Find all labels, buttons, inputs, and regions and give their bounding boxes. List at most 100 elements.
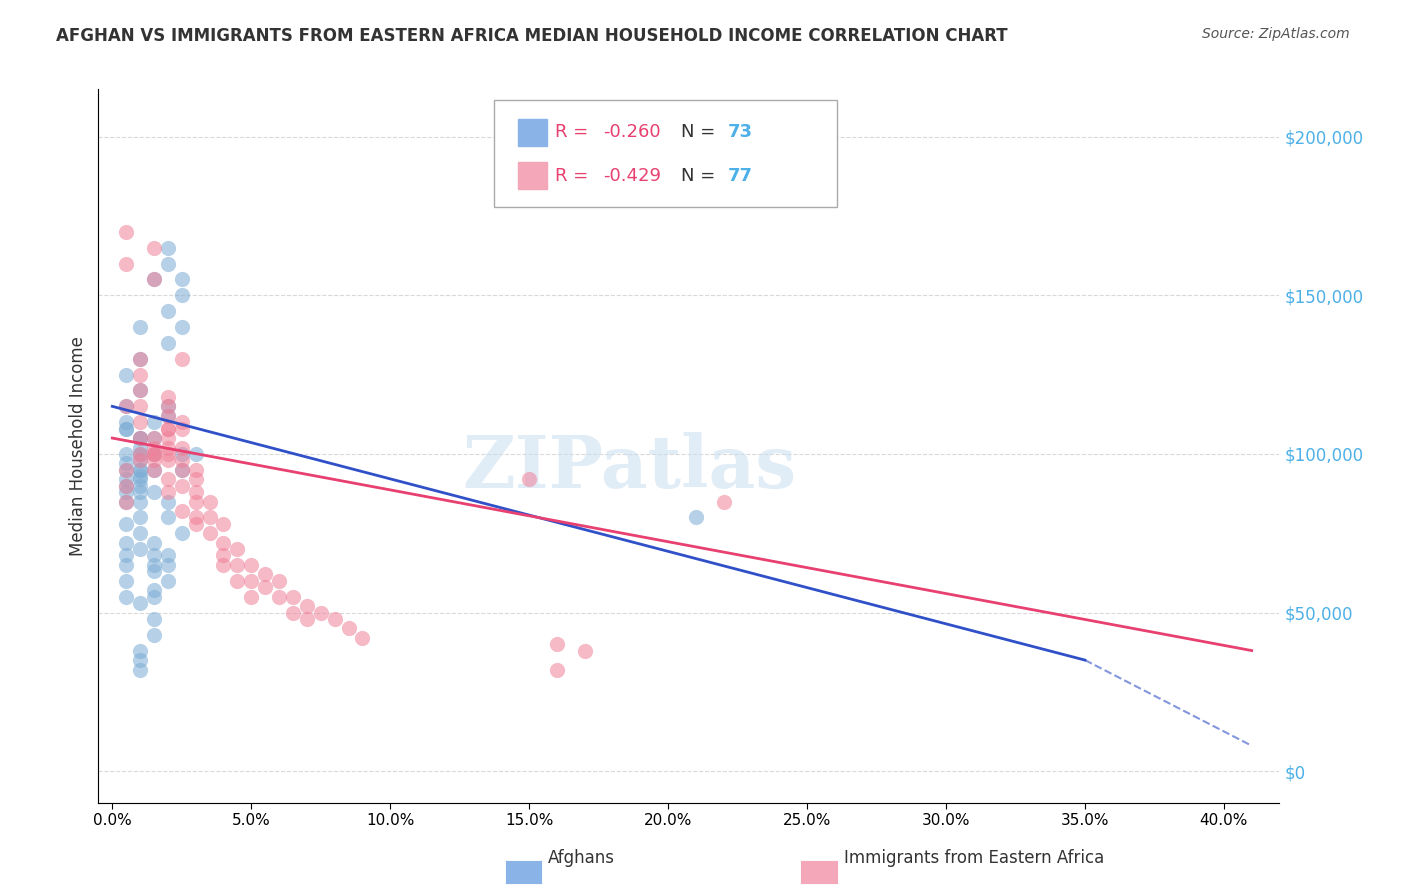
Point <box>143 549 166 563</box>
Point <box>337 621 360 635</box>
Point <box>156 257 179 271</box>
Point <box>129 320 152 334</box>
Point <box>143 583 166 598</box>
Point <box>156 421 179 435</box>
Point <box>212 549 235 563</box>
Point <box>129 431 152 445</box>
Point <box>115 574 138 588</box>
Point <box>295 612 318 626</box>
Point <box>184 510 207 524</box>
Text: 77: 77 <box>728 168 754 186</box>
Point <box>115 368 138 382</box>
Point <box>281 590 304 604</box>
Point <box>212 558 235 572</box>
Point <box>198 494 221 508</box>
Text: Immigrants from Eastern Africa: Immigrants from Eastern Africa <box>844 849 1104 867</box>
Point <box>170 272 193 286</box>
Point <box>170 320 193 334</box>
Point <box>143 558 166 572</box>
Text: Afghans: Afghans <box>548 849 616 867</box>
Point <box>254 580 277 594</box>
Point <box>170 463 193 477</box>
Point <box>129 431 152 445</box>
Point <box>212 535 235 549</box>
Point <box>546 663 568 677</box>
Point <box>129 643 152 657</box>
FancyBboxPatch shape <box>494 100 837 207</box>
Point <box>156 447 179 461</box>
Point <box>170 441 193 455</box>
Point <box>254 567 277 582</box>
Point <box>184 463 207 477</box>
Point <box>115 590 138 604</box>
Point <box>281 606 304 620</box>
Point <box>129 447 152 461</box>
Point <box>184 485 207 500</box>
Point <box>156 400 179 414</box>
Point <box>156 241 179 255</box>
Point <box>143 431 166 445</box>
Point <box>240 558 263 572</box>
Point <box>267 574 290 588</box>
Point <box>156 472 179 486</box>
Y-axis label: Median Household Income: Median Household Income <box>69 336 87 556</box>
Point <box>115 494 138 508</box>
Point <box>129 441 152 455</box>
Point <box>212 516 235 531</box>
Point <box>156 390 179 404</box>
Text: 73: 73 <box>728 123 754 141</box>
Point <box>295 599 318 614</box>
Point <box>115 494 138 508</box>
Point <box>184 447 207 461</box>
Point <box>129 463 152 477</box>
Point <box>574 643 596 657</box>
Point <box>129 400 152 414</box>
Point <box>143 535 166 549</box>
Point <box>129 542 152 557</box>
Point <box>517 472 540 486</box>
Point <box>143 241 166 255</box>
Point <box>115 457 138 471</box>
Point <box>129 653 152 667</box>
Point <box>143 463 166 477</box>
Point <box>156 431 179 445</box>
Point <box>226 574 249 588</box>
Point <box>129 368 152 382</box>
Text: N =: N = <box>681 123 721 141</box>
Point <box>156 400 179 414</box>
Point <box>143 564 166 578</box>
Point <box>115 447 138 461</box>
Point <box>129 453 152 467</box>
Point <box>115 225 138 239</box>
Point <box>115 478 138 492</box>
Point <box>156 510 179 524</box>
Point <box>156 549 179 563</box>
Point <box>184 472 207 486</box>
Point <box>156 409 179 423</box>
Point <box>115 421 138 435</box>
Point <box>184 516 207 531</box>
Point <box>156 421 179 435</box>
Point <box>129 463 152 477</box>
Point <box>129 351 152 366</box>
Point <box>129 663 152 677</box>
Point <box>115 485 138 500</box>
Point <box>129 494 152 508</box>
Bar <box>517 162 547 189</box>
Point <box>115 400 138 414</box>
Point <box>156 335 179 350</box>
Point <box>115 535 138 549</box>
Point <box>170 526 193 541</box>
Point <box>115 472 138 486</box>
Point <box>115 257 138 271</box>
Point <box>143 590 166 604</box>
Point <box>198 526 221 541</box>
Point <box>226 558 249 572</box>
Point <box>129 453 152 467</box>
Point <box>129 447 152 461</box>
Point <box>129 510 152 524</box>
Point <box>170 421 193 435</box>
Point <box>143 415 166 429</box>
Point <box>129 384 152 398</box>
Point <box>115 549 138 563</box>
